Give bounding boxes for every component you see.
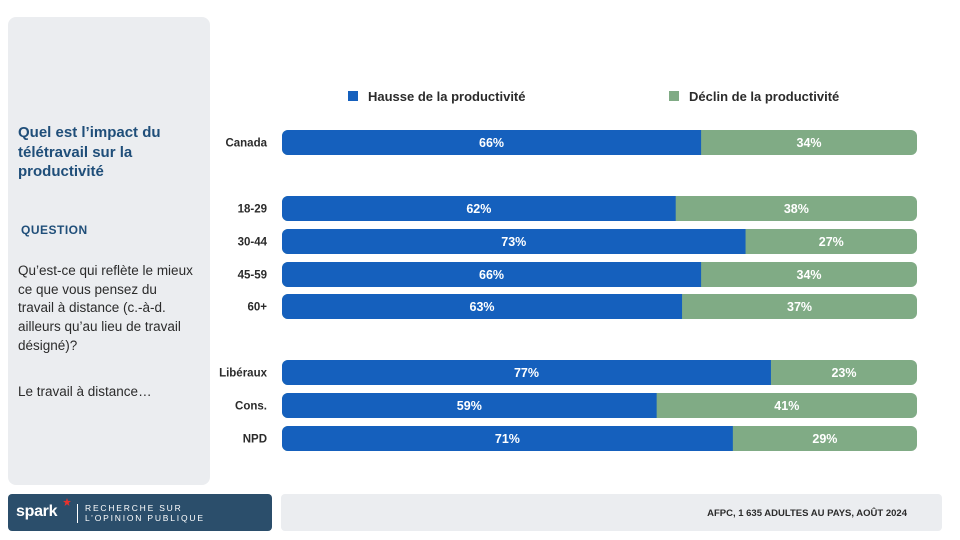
bar-segment-increase-18-29 bbox=[282, 196, 676, 221]
question-lead: Le travail à distance… bbox=[18, 384, 152, 399]
legend-label-1: Hausse de la productivité bbox=[368, 89, 526, 104]
data-label-increase-30-44: 73% bbox=[501, 235, 526, 249]
data-label-increase-cons: 59% bbox=[457, 399, 482, 413]
data-label-decline-45-59: 34% bbox=[797, 268, 822, 282]
data-label-increase-60: 63% bbox=[470, 300, 495, 314]
slide-title: Quel est l’impact du télétravail sur la … bbox=[18, 124, 161, 180]
bar-segment-increase-60 bbox=[282, 294, 683, 319]
category-label-30-44: 30-44 bbox=[238, 237, 268, 249]
sidebar-panel bbox=[8, 17, 210, 485]
legend-swatch-1 bbox=[348, 91, 358, 101]
legend-label-2: Déclin de la productivité bbox=[689, 89, 839, 104]
data-label-increase-canada: 66% bbox=[479, 136, 504, 150]
spark-logo: spark RECHERCHE SUR L’OPINION PUBLIQUE bbox=[8, 494, 272, 531]
question-text: Qu’est-ce qui reflète le mieux ce que vo… bbox=[18, 263, 193, 353]
bar-segment-increase-45-59 bbox=[282, 262, 702, 287]
question-label: QUESTION bbox=[21, 223, 88, 237]
source-note: AFPC, 1 635 ADULTES AU PAYS, AOÛT 2024 bbox=[707, 508, 907, 519]
data-label-decline-cons: 41% bbox=[774, 399, 799, 413]
logo-subtitle-line2: L’OPINION PUBLIQUE bbox=[85, 513, 205, 523]
data-label-decline-canada: 34% bbox=[797, 136, 822, 150]
data-label-increase-45-59: 66% bbox=[479, 268, 504, 282]
data-label-decline-npd: 29% bbox=[812, 432, 837, 446]
legend-swatch-2 bbox=[669, 91, 679, 101]
logo-star-icon bbox=[63, 498, 71, 506]
data-label-decline-18-29: 38% bbox=[784, 202, 809, 216]
data-label-increase-liberaux: 77% bbox=[514, 366, 539, 380]
category-label-canada: Canada bbox=[225, 138, 267, 150]
logo-wordmark: spark bbox=[16, 503, 58, 520]
data-label-increase-npd: 71% bbox=[495, 432, 520, 446]
footer-bar: AFPC, 1 635 ADULTES AU PAYS, AOÛT 2024 bbox=[281, 494, 942, 531]
data-label-decline-liberaux: 23% bbox=[831, 366, 856, 380]
category-label-45-59: 45-59 bbox=[238, 270, 267, 282]
bar-segment-increase-npd bbox=[282, 426, 733, 451]
data-label-decline-30-44: 27% bbox=[819, 235, 844, 249]
bar-segment-increase-30-44 bbox=[282, 229, 746, 254]
category-label-liberaux: Libéraux bbox=[219, 368, 268, 380]
bar-segment-increase-cons bbox=[282, 393, 657, 418]
bar-segment-increase-canada bbox=[282, 130, 702, 155]
category-label-60: 60+ bbox=[247, 302, 267, 314]
category-label-cons: Cons. bbox=[235, 401, 267, 413]
bar-segment-increase-liberaux bbox=[282, 360, 771, 385]
category-label-18-29: 18-29 bbox=[238, 204, 267, 216]
data-label-decline-60: 37% bbox=[787, 300, 812, 314]
logo-divider bbox=[77, 504, 78, 523]
logo-subtitle: RECHERCHE SUR L’OPINION PUBLIQUE bbox=[85, 503, 205, 523]
category-label-npd: NPD bbox=[243, 434, 267, 446]
logo-subtitle-line1: RECHERCHE SUR bbox=[85, 503, 183, 513]
data-label-increase-18-29: 62% bbox=[466, 202, 491, 216]
